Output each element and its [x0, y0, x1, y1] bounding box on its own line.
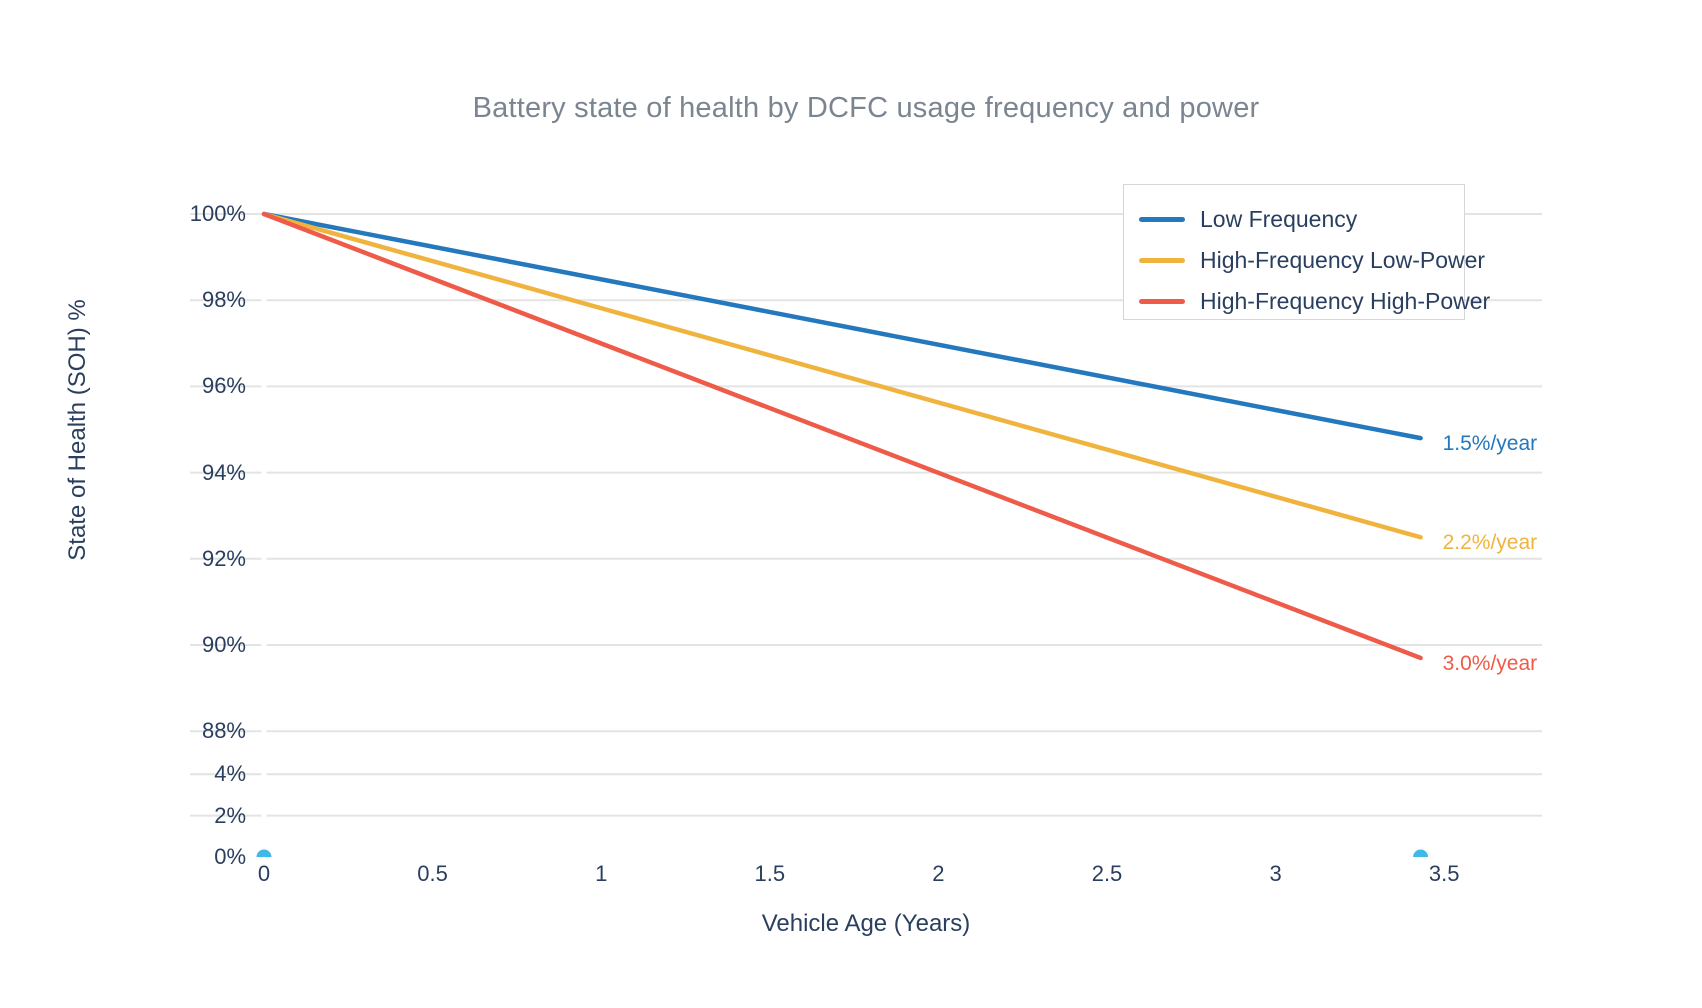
marker-dot-0[interactable] [256, 849, 272, 865]
legend-item-high-frequency-low-power[interactable]: High-Frequency Low-Power [1139, 240, 1485, 281]
legend-line-swatch [1139, 299, 1185, 304]
legend-label: Low Frequency [1200, 206, 1358, 232]
series-line-high-frequency-high-power[interactable] [261, 211, 1423, 661]
marker-dot-1[interactable] [1413, 849, 1429, 865]
x-axis-title: Vehicle Age (Years) [761, 910, 971, 937]
series-line-low-frequency[interactable] [261, 211, 1423, 441]
chart-title: Battery state of health by DCFC usage fr… [472, 92, 1260, 124]
legend-line-swatch [1139, 258, 1185, 263]
series-line-high-frequency-low-power[interactable] [261, 211, 1423, 540]
legend-item-low-frequency[interactable]: Low Frequency [1139, 199, 1464, 240]
legend-label: High-Frequency High-Power [1200, 288, 1491, 314]
legend-line-swatch [1139, 217, 1185, 222]
legend: Low Frequency High-Frequency Low-Power Hig… [1123, 184, 1490, 322]
legend-label: High-Frequency Low-Power [1200, 247, 1486, 273]
legend-item-high-frequency-high-power[interactable]: High-Frequency High-Power [1139, 281, 1490, 322]
